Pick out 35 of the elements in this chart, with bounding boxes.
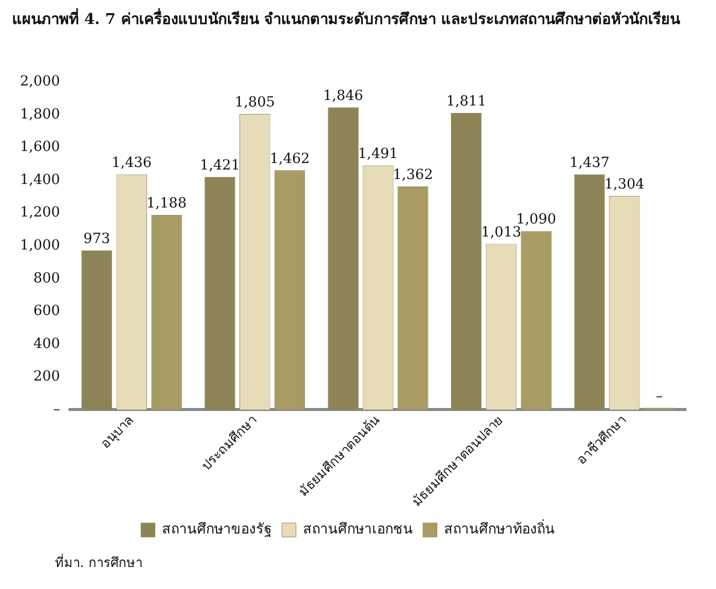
y-tick-label: 600 bbox=[33, 303, 60, 320]
data-label: 1,811 bbox=[446, 94, 486, 110]
y-tick-label: – bbox=[53, 401, 60, 418]
data-label: 973 bbox=[83, 230, 110, 247]
data-label: 1,013 bbox=[481, 224, 522, 240]
y-tick-label: 1,600 bbox=[20, 139, 60, 156]
data-label: 1,805 bbox=[234, 94, 275, 111]
bar bbox=[328, 107, 358, 410]
bar bbox=[574, 174, 605, 410]
data-label: – bbox=[656, 388, 663, 404]
data-label: 1,437 bbox=[569, 154, 610, 171]
y-tick-label: 1,800 bbox=[20, 106, 60, 122]
legend-label: สถานศึกษาท้องถิ่น bbox=[444, 520, 555, 538]
y-tick-label: 200 bbox=[33, 368, 60, 385]
data-label: 1,846 bbox=[323, 88, 364, 104]
bar bbox=[81, 250, 112, 410]
chart-title: แผนภาพที่ 4. 7 ค่าเครื่องแบบนักเรียน จำแนกตามระดับการศึกษา และประเภทสถานศึกษาต่อหัวนักเรียน bbox=[12, 7, 682, 30]
data-label: 1,188 bbox=[146, 196, 187, 212]
legend-label: สถานศึกษาเอกชน bbox=[303, 522, 413, 538]
y-tick-label: 1,400 bbox=[20, 172, 60, 188]
legend-label: สถานศึกษาของรัฐ bbox=[162, 522, 272, 538]
data-label: 1,304 bbox=[604, 176, 645, 193]
data-label: 1,436 bbox=[112, 155, 152, 172]
bar bbox=[204, 176, 236, 410]
y-tick-label: 2,000 bbox=[20, 74, 60, 90]
data-label: 1,362 bbox=[392, 167, 433, 184]
y-tick-label: 800 bbox=[33, 270, 60, 286]
y-tick-label: 1,000 bbox=[20, 237, 60, 254]
bar bbox=[450, 112, 482, 410]
data-label: 1,491 bbox=[358, 146, 398, 162]
data-label: 1,462 bbox=[270, 150, 310, 167]
text: ที่มา. การศึกษา bbox=[55, 552, 142, 573]
y-tick-label: 400 bbox=[33, 336, 60, 352]
data-label: 1,421 bbox=[200, 158, 240, 174]
y-tick-label: 1,200 bbox=[20, 204, 60, 221]
